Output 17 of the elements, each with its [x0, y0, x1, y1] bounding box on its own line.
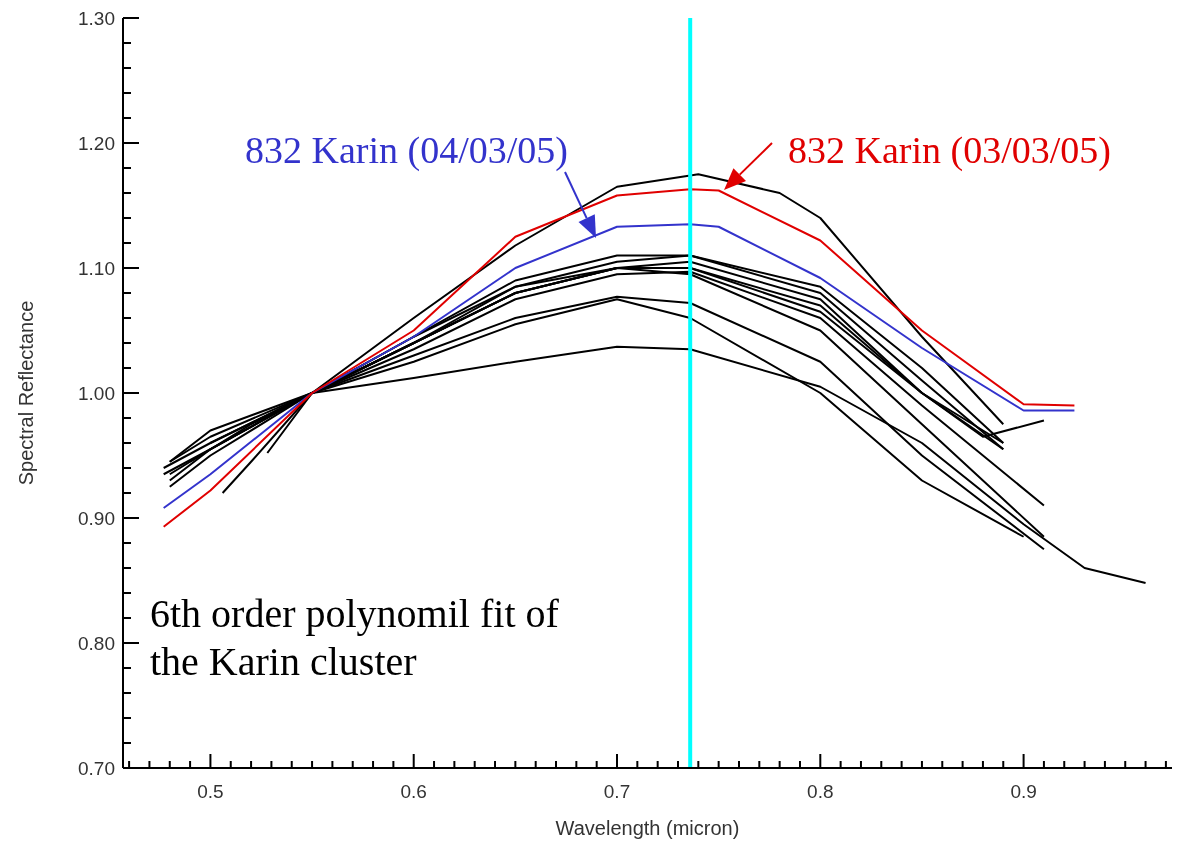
y-tick-label: 1.30 [78, 8, 115, 29]
y-tick-label: 0.90 [78, 508, 115, 529]
annotation: 6th order polynomil fit of the Karin cluster [150, 590, 560, 686]
y-tick-label: 0.80 [78, 633, 115, 654]
series-label: 832 Karin (04/03/05) [245, 128, 568, 172]
x-tick-label: 0.5 [197, 781, 224, 802]
x-tick-label: 0.8 [807, 781, 834, 802]
y-tick-label: 0.70 [78, 758, 115, 779]
x-axis-title: Wavelength (micron) [555, 817, 740, 839]
y-tick-label: 1.10 [78, 258, 115, 279]
y-tick-label: 1.20 [78, 133, 115, 154]
x-tick-label: 0.7 [603, 781, 631, 802]
y-tick-label: 1.00 [78, 383, 115, 404]
y-axis-title: Spectral Reflectance [15, 300, 38, 486]
x-tick-label: 0.9 [1010, 781, 1037, 802]
x-tick-label: 0.6 [400, 781, 427, 802]
legend-label: 832 Karin (03/03/05) [788, 128, 1111, 172]
